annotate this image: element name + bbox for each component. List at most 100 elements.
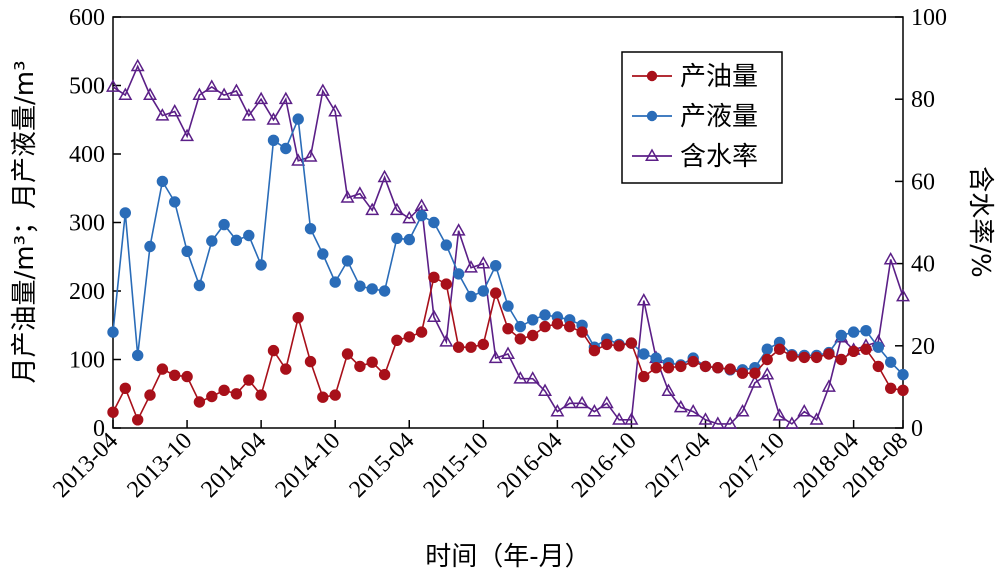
series-watercut-point: [723, 416, 738, 429]
legend-label-oil: 产油量: [680, 62, 758, 92]
series-liquid-point: [477, 285, 489, 297]
series-liquid-point: [391, 232, 403, 245]
series-watercut-point: [698, 412, 713, 425]
legend-label-liquid: 产液量: [680, 102, 758, 132]
series-oil-point: [119, 382, 132, 394]
series-watercut-point: [426, 309, 441, 322]
legend-items: [632, 70, 672, 161]
series-oil-point: [243, 374, 255, 386]
series-oil-point: [329, 389, 341, 401]
series-liquid-point: [415, 209, 428, 222]
x-tick-label: 2016-04: [493, 428, 568, 503]
y-left-tick-label: 200: [69, 279, 105, 305]
series-oil-point: [230, 388, 243, 400]
series-watercut-point: [809, 412, 824, 425]
series-watercut-point: [488, 350, 503, 364]
series-watercut-point: [229, 83, 244, 96]
series-liquid-point: [119, 207, 132, 219]
series-liquid-point: [452, 268, 465, 280]
x-tick-label: 2017-10: [715, 428, 790, 503]
series-liquid-point: [847, 326, 860, 338]
series-watercut-point: [130, 58, 145, 72]
series-watercut-point: [254, 91, 269, 105]
series-oil-point: [860, 343, 872, 355]
series-liquid-point: [181, 245, 193, 258]
series-liquid-point: [428, 216, 440, 229]
series-oil-point: [551, 318, 564, 330]
series-oil-point: [712, 362, 724, 374]
series-oil-point: [847, 345, 860, 357]
series-watercut-point: [204, 79, 219, 92]
series-oil-point: [638, 370, 650, 383]
series-watercut-point: [143, 87, 158, 101]
series-oil-point: [514, 333, 526, 345]
series-oil-point: [267, 344, 280, 357]
series-watercut-point: [538, 383, 553, 396]
series-watercut-point: [686, 404, 701, 417]
series-oil-point: [490, 287, 502, 299]
series-oil-point: [403, 331, 415, 343]
series-watercut-point: [389, 202, 404, 216]
series-liquid-point: [304, 223, 317, 235]
series-oil-point: [452, 341, 465, 353]
series-oil-point: [736, 367, 749, 379]
series-watercut-point: [340, 190, 355, 203]
series-watercut-point: [192, 87, 207, 101]
series-watercut-point: [710, 416, 725, 429]
series-oil-point: [280, 363, 292, 375]
x-tick-label: 2017-04: [641, 428, 716, 503]
legend-oil-marker: [646, 70, 658, 82]
x-tick-label: 2014-04: [196, 428, 271, 503]
series-liquid-point: [156, 175, 169, 188]
series-watercut-point: [266, 112, 281, 125]
y-axis-left-title: 月产油量/m³；月产液量/m³: [10, 60, 40, 383]
x-tick-label: 2016-10: [567, 428, 642, 503]
series-watercut-point: [180, 128, 195, 142]
y-right-tick-label: 60: [911, 169, 935, 195]
series-liquid-point: [366, 283, 378, 295]
series-oil-point: [749, 367, 761, 379]
series-oil-point: [798, 351, 810, 364]
series-oil-point: [440, 278, 452, 290]
series-oil-point: [465, 341, 477, 353]
y-right-tick-label: 0: [911, 416, 923, 442]
series-liquid-point: [650, 352, 662, 364]
series-oil-point: [601, 338, 613, 351]
series-watercut-point: [476, 256, 491, 269]
series-watercut-point: [599, 395, 614, 409]
series-watercut-point: [587, 404, 602, 417]
y-left-tick-label: 100: [69, 348, 105, 374]
series-watercut-point: [525, 371, 540, 384]
series-oil-point: [761, 353, 773, 366]
y-left-tick-label: 500: [69, 74, 105, 100]
series-oil-point: [885, 382, 897, 394]
series-oil-point: [872, 360, 884, 373]
series-watercut-point: [328, 103, 343, 117]
series-oil-point: [687, 355, 699, 368]
series-oil-point: [613, 340, 625, 352]
series-watercut-point: [661, 383, 676, 396]
series-oil-point: [156, 363, 169, 375]
y-right-tick-label: 100: [911, 5, 947, 31]
series-watercut-point: [513, 371, 528, 384]
series-oil-point: [144, 389, 156, 401]
series-watercut-point: [575, 395, 590, 409]
y-left-tick-label: 600: [69, 5, 105, 31]
series-watercut-point: [155, 108, 170, 121]
series-oil-point: [897, 384, 909, 396]
series-oil-point: [341, 348, 354, 360]
series-liquid-point: [440, 239, 452, 251]
series-oil-point: [107, 406, 119, 418]
series-watercut-point: [797, 404, 812, 417]
series-liquid-point: [872, 341, 884, 353]
series-oil-point: [193, 396, 206, 408]
series-watercut-point: [747, 375, 762, 388]
series-watercut-point: [550, 404, 565, 417]
series-watercut-point: [278, 91, 293, 105]
series-watercut-point: [291, 153, 306, 166]
series-oil-point: [699, 360, 712, 373]
series-watercut-point: [896, 288, 910, 302]
series-liquid-point: [144, 240, 156, 253]
series-oil-point: [773, 343, 786, 355]
